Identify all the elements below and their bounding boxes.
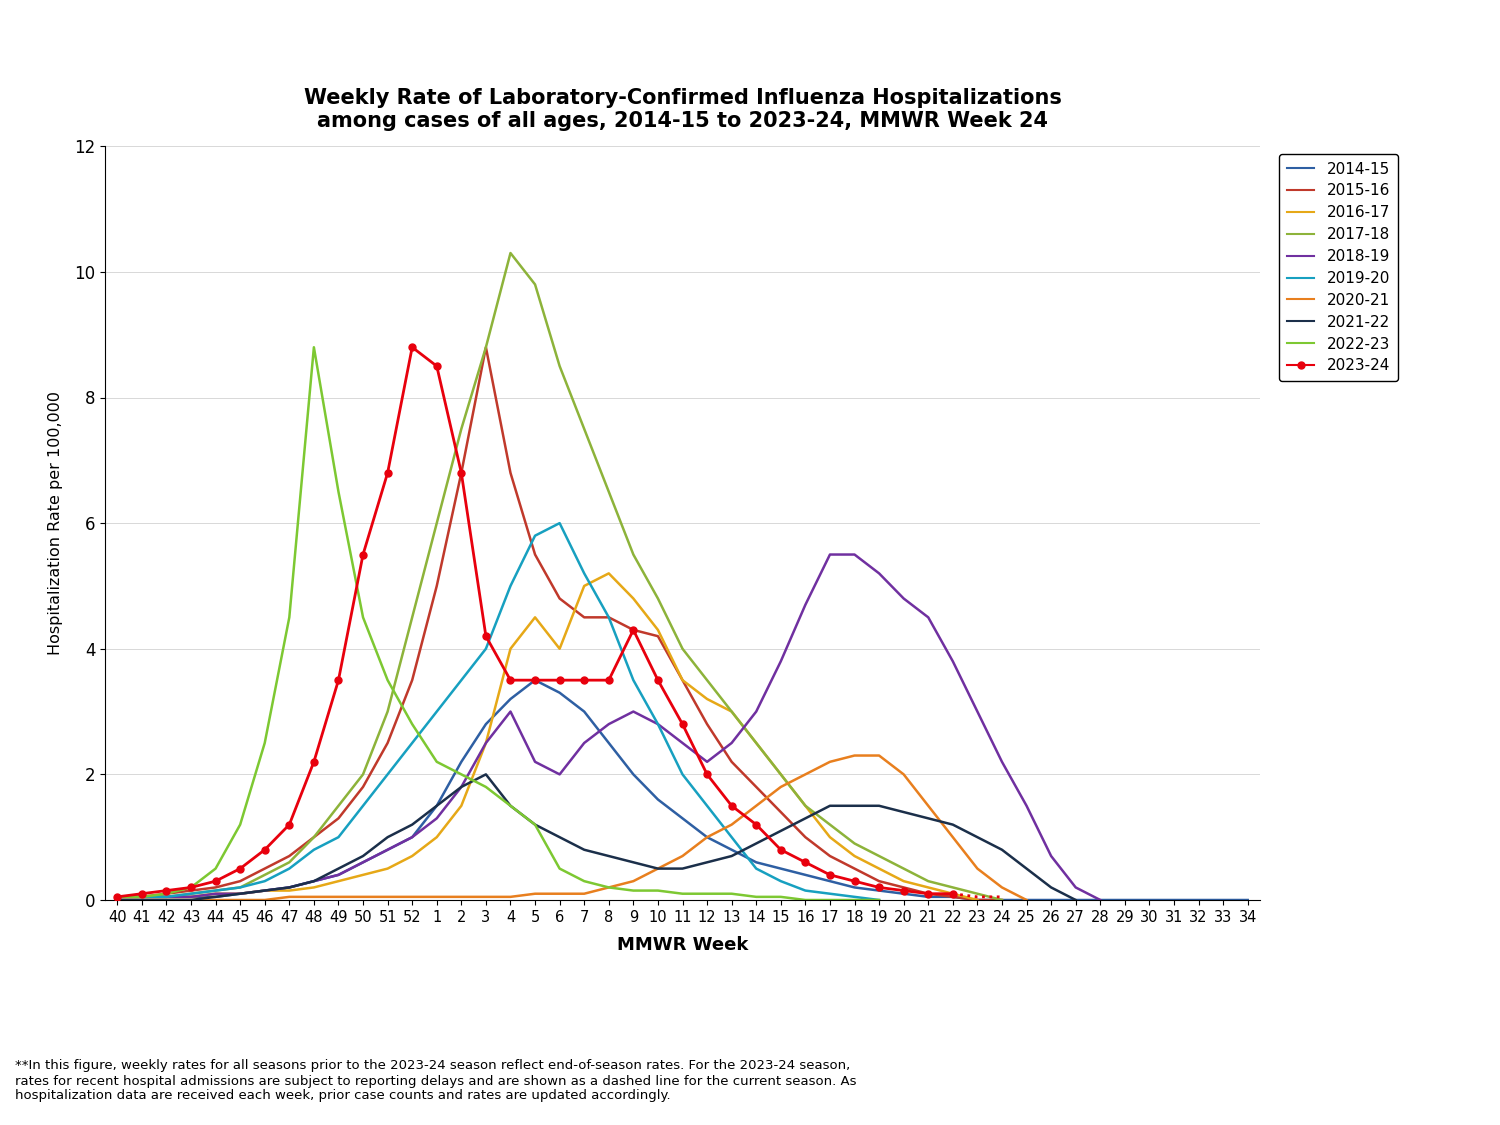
X-axis label: MMWR Week: MMWR Week [616,936,748,954]
Title: Weekly Rate of Laboratory-Confirmed Influenza Hospitalizations
among cases of al: Weekly Rate of Laboratory-Confirmed Infl… [303,88,1062,130]
Legend: 2014-15, 2015-16, 2016-17, 2017-18, 2018-19, 2019-20, 2020-21, 2021-22, 2022-23,: 2014-15, 2015-16, 2016-17, 2017-18, 2018… [1280,154,1398,381]
Text: **In this figure, weekly rates for all seasons prior to the 2023-24 season refle: **In this figure, weekly rates for all s… [15,1060,856,1102]
Y-axis label: Hospitalization Rate per 100,000: Hospitalization Rate per 100,000 [48,392,63,655]
